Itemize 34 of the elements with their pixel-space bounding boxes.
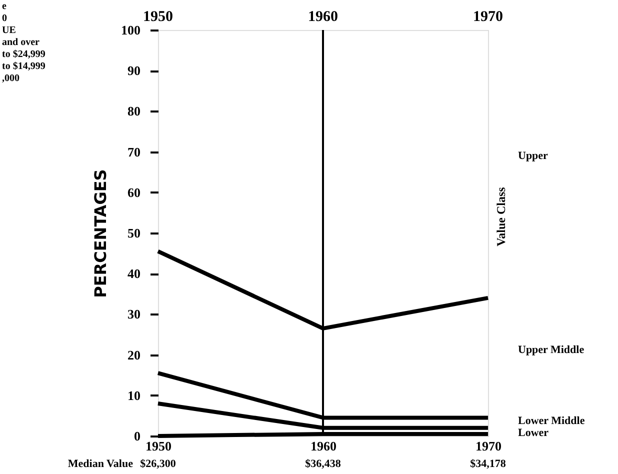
y-tick-label: 70 [128,144,140,160]
x-tick-label: 1960 [310,438,336,454]
y-tick-label: 0 [134,428,140,444]
text: and over [2,37,40,48]
text: e [2,1,7,12]
x-tick-label: 1970 [476,438,502,454]
y-tick-label: 10 [128,388,140,403]
text: $36,438 [305,458,342,470]
category-label: 1970 [473,9,503,25]
y-tick-label: 30 [128,306,140,322]
y-tick-label: 20 [128,347,140,362]
y-tick-label: 60 [128,184,140,200]
text: Upper [518,150,548,162]
text: Lower Middle [518,415,585,427]
text: $34,178 [470,458,506,470]
text: 0 [2,13,7,24]
text: to $24,999 [2,49,46,60]
y-tick-label: 100 [121,22,140,38]
text: to $14,999 [2,61,46,72]
y-tick-label: 50 [128,226,140,240]
y-tick-label: 90 [128,63,140,78]
y-axis-title: PERCENTAGES [91,169,110,298]
text: ,000 [2,73,20,84]
text: UE [2,25,16,36]
category-label: 1960 [308,9,338,25]
text: $26,300 [140,458,176,470]
x-tick-label: 1950 [146,438,172,454]
y-tick-label: 80 [128,104,140,119]
x-axis-title: Median Value [68,458,134,470]
text: Lower [518,427,549,439]
text: Upper Middle [518,344,584,356]
y2-axis-title: Value Class [494,186,508,246]
category-label: 1950 [143,9,173,25]
y-tick-label: 40 [128,266,140,282]
